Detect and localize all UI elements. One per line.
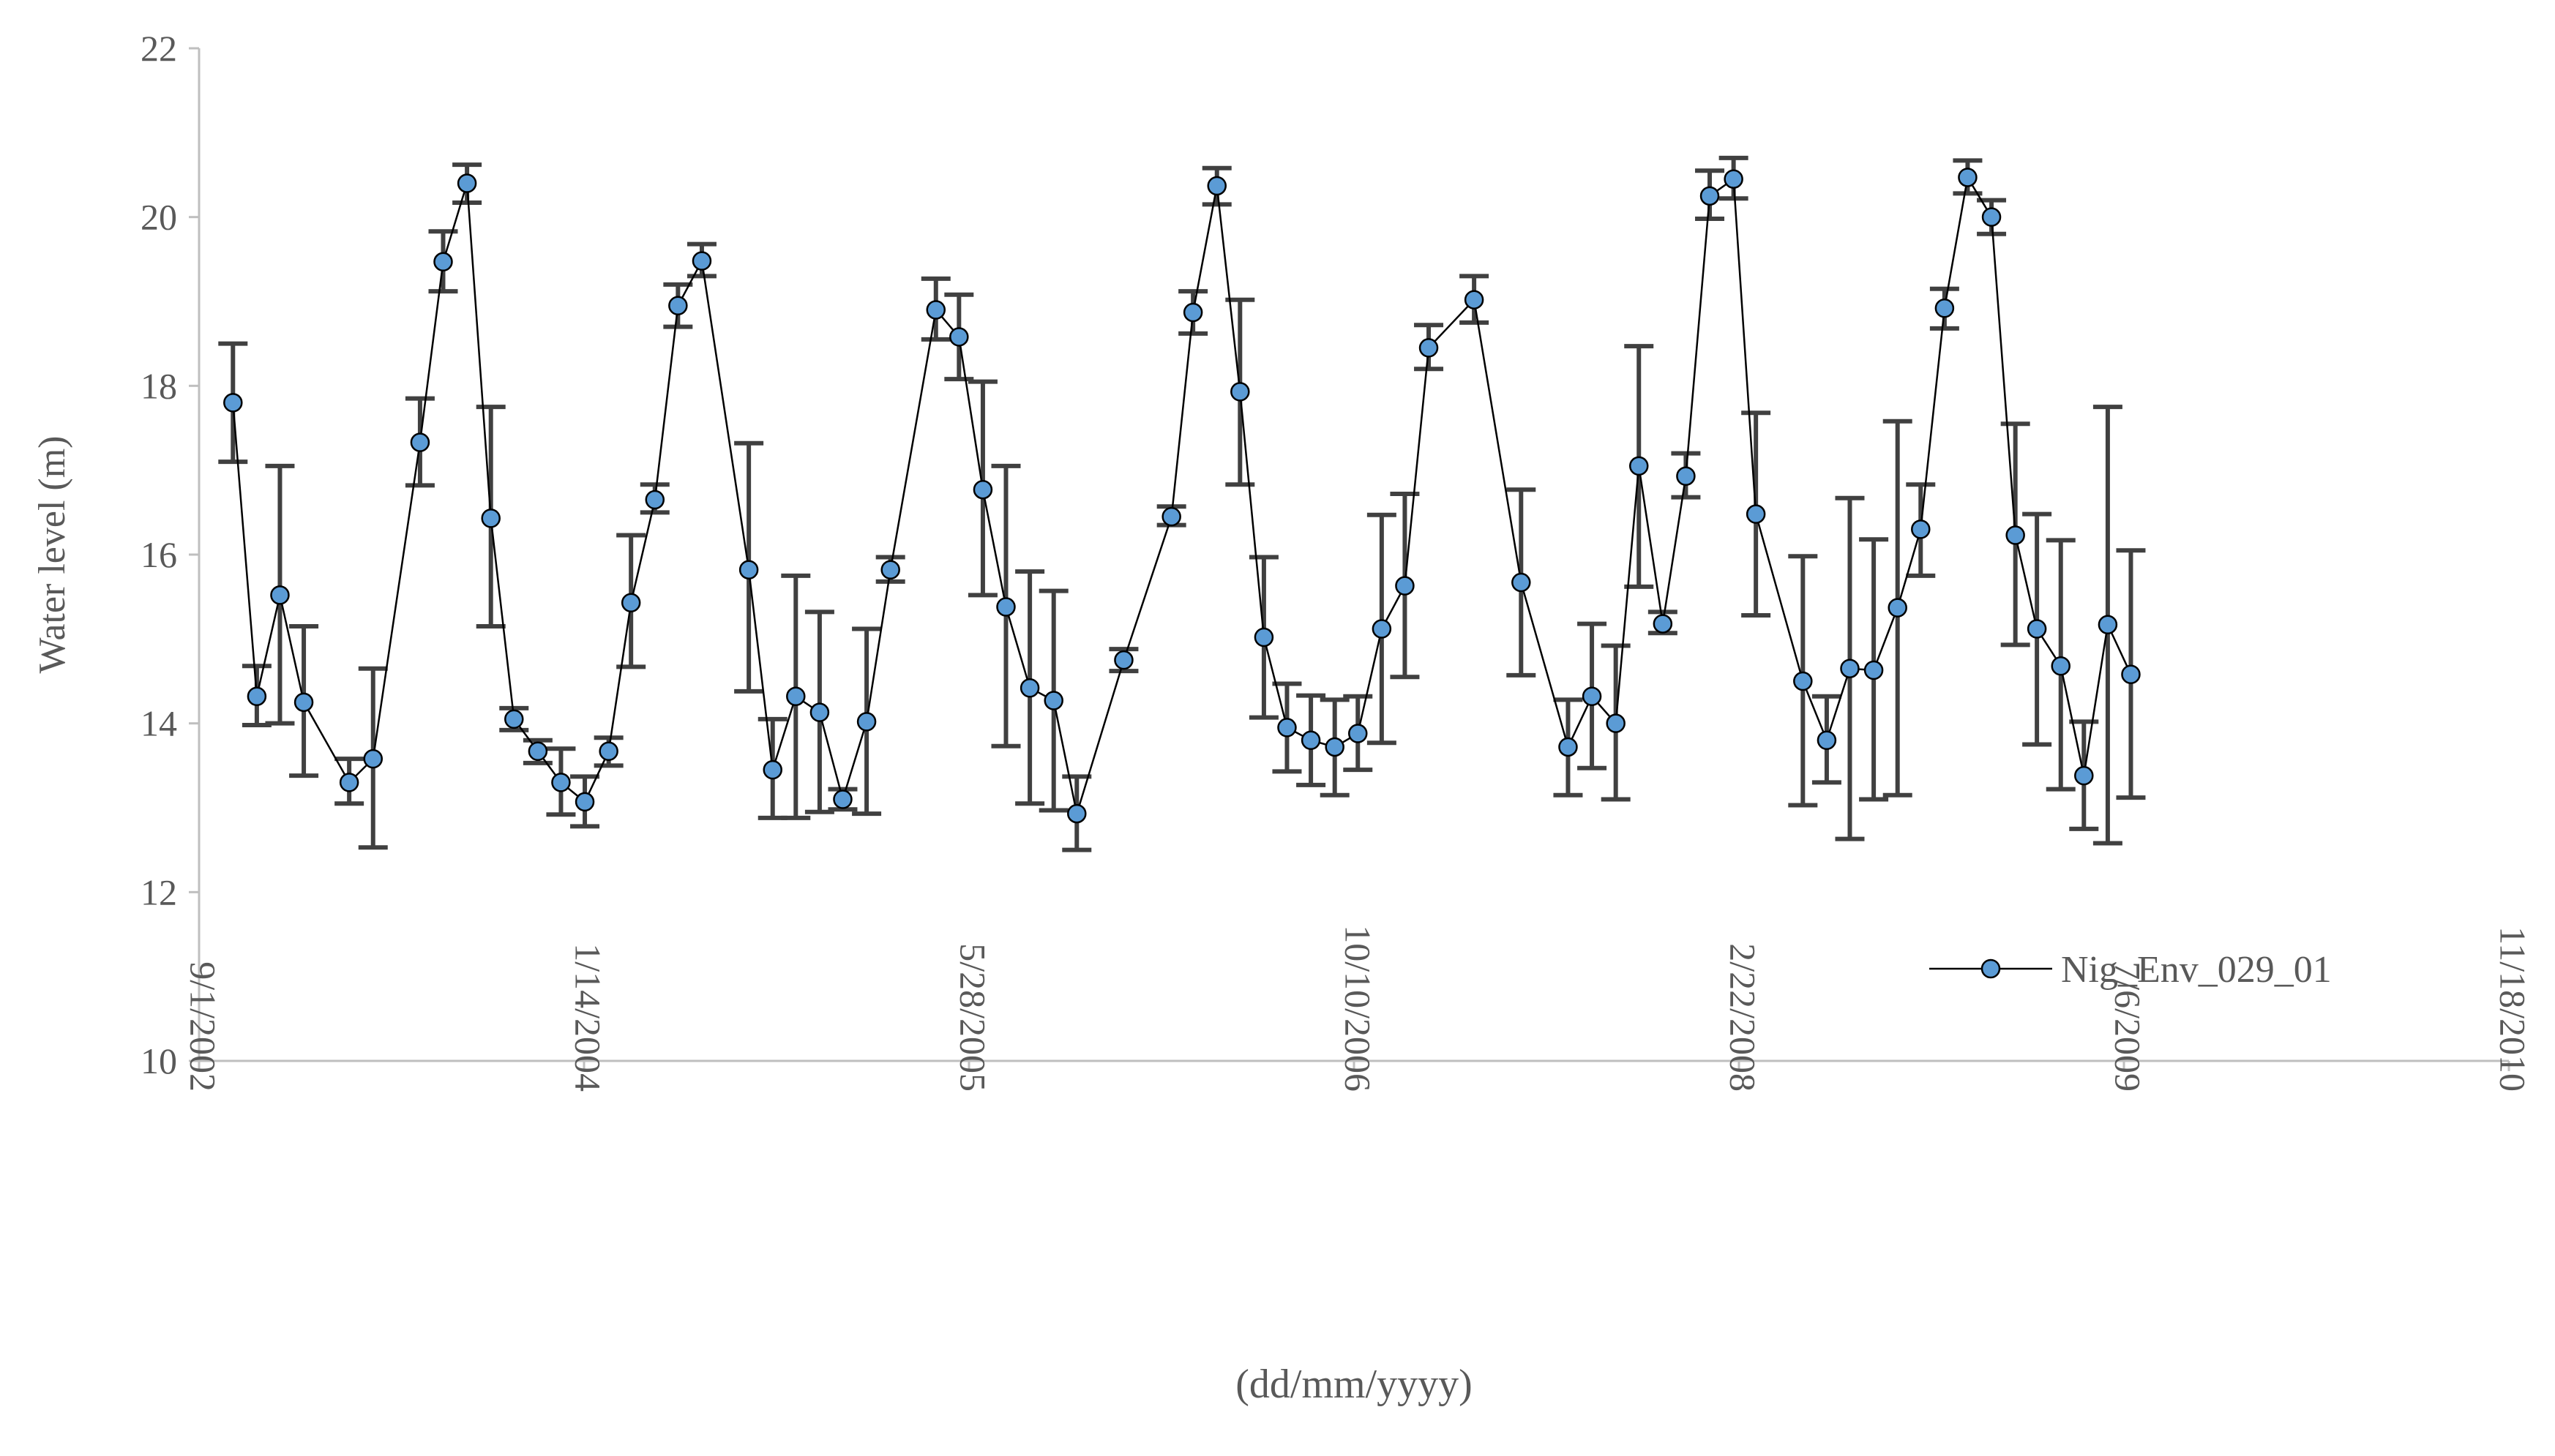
data-point bbox=[599, 741, 618, 761]
data-point bbox=[223, 393, 243, 413]
data-point bbox=[880, 560, 900, 580]
data-points bbox=[223, 168, 2141, 824]
data-point bbox=[996, 597, 1016, 617]
data-point bbox=[692, 251, 712, 271]
data-point bbox=[270, 585, 290, 605]
data-point bbox=[1020, 678, 1040, 698]
axes: 10 12 14 16 18 20 22 9/1/2002 1/14/2004 5/28/2005… bbox=[141, 28, 2534, 1092]
data-point bbox=[1676, 466, 1696, 486]
data-point bbox=[1746, 504, 1766, 524]
y-tick-label: 20 bbox=[141, 197, 177, 238]
x-axis-title: (dd/mm/yyyy) bbox=[1235, 1362, 1473, 1407]
data-point bbox=[1817, 730, 1837, 750]
x-tick-label: 2/22/2008 bbox=[1723, 943, 1764, 1092]
data-point bbox=[1325, 737, 1344, 757]
data-point bbox=[1888, 598, 1907, 618]
x-tick-label: 5/28/2005 bbox=[953, 943, 994, 1092]
data-point bbox=[247, 686, 267, 707]
x-tick-label: 7/6/2009 bbox=[2108, 961, 2149, 1092]
data-point bbox=[1207, 176, 1227, 196]
data-point bbox=[1558, 737, 1578, 757]
data-point bbox=[1699, 186, 1720, 206]
data-point bbox=[1840, 658, 1860, 678]
data-point bbox=[1934, 298, 1955, 318]
data-point bbox=[1161, 506, 1181, 527]
data-point bbox=[949, 327, 969, 347]
y-tick-label: 12 bbox=[141, 871, 177, 912]
data-point bbox=[1981, 207, 2002, 227]
data-point bbox=[410, 432, 430, 452]
data-point bbox=[1044, 691, 1063, 710]
data-point bbox=[2098, 615, 2118, 634]
data-point bbox=[1395, 576, 1415, 596]
data-point bbox=[668, 296, 688, 316]
data-point bbox=[809, 702, 830, 722]
legend-marker bbox=[1980, 958, 2001, 979]
data-point bbox=[2027, 619, 2047, 639]
data-point bbox=[1372, 619, 1392, 639]
data-point bbox=[1628, 456, 1649, 476]
data-point bbox=[2051, 656, 2070, 676]
data-point bbox=[1582, 686, 1602, 707]
data-point bbox=[1511, 572, 1531, 593]
legend: Nig_Env_029_01 bbox=[1929, 949, 2332, 991]
data-point bbox=[339, 773, 359, 792]
data-point bbox=[1067, 803, 1087, 824]
data-point bbox=[1793, 671, 1813, 691]
data-point bbox=[1348, 724, 1368, 743]
data-point bbox=[833, 789, 853, 809]
data-point bbox=[926, 300, 946, 320]
y-tick-label: 14 bbox=[141, 703, 177, 744]
data-point bbox=[1301, 730, 1321, 750]
y-tick-label: 22 bbox=[141, 28, 177, 69]
data-point bbox=[1911, 519, 1931, 539]
data-point bbox=[504, 709, 524, 729]
x-tick-label: 9/1/2002 bbox=[183, 961, 224, 1092]
data-point bbox=[786, 686, 806, 707]
data-point bbox=[1183, 302, 1203, 323]
data-point bbox=[1863, 660, 1884, 680]
error-bars bbox=[218, 155, 2146, 852]
data-point bbox=[1230, 382, 1250, 402]
y-axis-title: Water level (m) bbox=[31, 436, 73, 674]
data-point bbox=[1254, 627, 1274, 648]
data-point bbox=[621, 593, 641, 612]
y-tick-label: 18 bbox=[141, 365, 177, 406]
x-tick-label: 11/18/2010 bbox=[2493, 926, 2534, 1092]
y-tick-label: 16 bbox=[141, 534, 177, 575]
data-point bbox=[433, 252, 453, 272]
data-point bbox=[973, 479, 993, 500]
data-point bbox=[763, 759, 782, 780]
data-point bbox=[856, 712, 877, 732]
data-point bbox=[1418, 338, 1439, 358]
y-tick-label: 10 bbox=[141, 1040, 177, 1081]
data-point bbox=[1114, 650, 1134, 670]
data-point bbox=[1958, 168, 1978, 187]
data-point bbox=[1606, 713, 1626, 733]
legend-label: Nig_Env_029_01 bbox=[2061, 949, 2332, 991]
data-point bbox=[575, 792, 595, 812]
data-point bbox=[2074, 765, 2094, 786]
x-tick-label: 10/10/2006 bbox=[1338, 925, 1379, 1092]
data-point bbox=[738, 560, 759, 580]
data-point bbox=[645, 489, 665, 510]
data-point bbox=[1277, 718, 1297, 738]
data-point bbox=[1464, 290, 1484, 309]
data-point bbox=[363, 748, 384, 769]
data-point bbox=[2121, 664, 2141, 685]
data-point bbox=[481, 509, 501, 528]
data-point bbox=[551, 773, 571, 792]
x-tick-label: 1/14/2004 bbox=[568, 943, 609, 1092]
data-point bbox=[528, 741, 548, 761]
data-point bbox=[1724, 169, 1743, 189]
data-point bbox=[293, 692, 314, 713]
data-point bbox=[2005, 525, 2025, 545]
data-point bbox=[1653, 614, 1673, 634]
data-point bbox=[457, 173, 477, 193]
